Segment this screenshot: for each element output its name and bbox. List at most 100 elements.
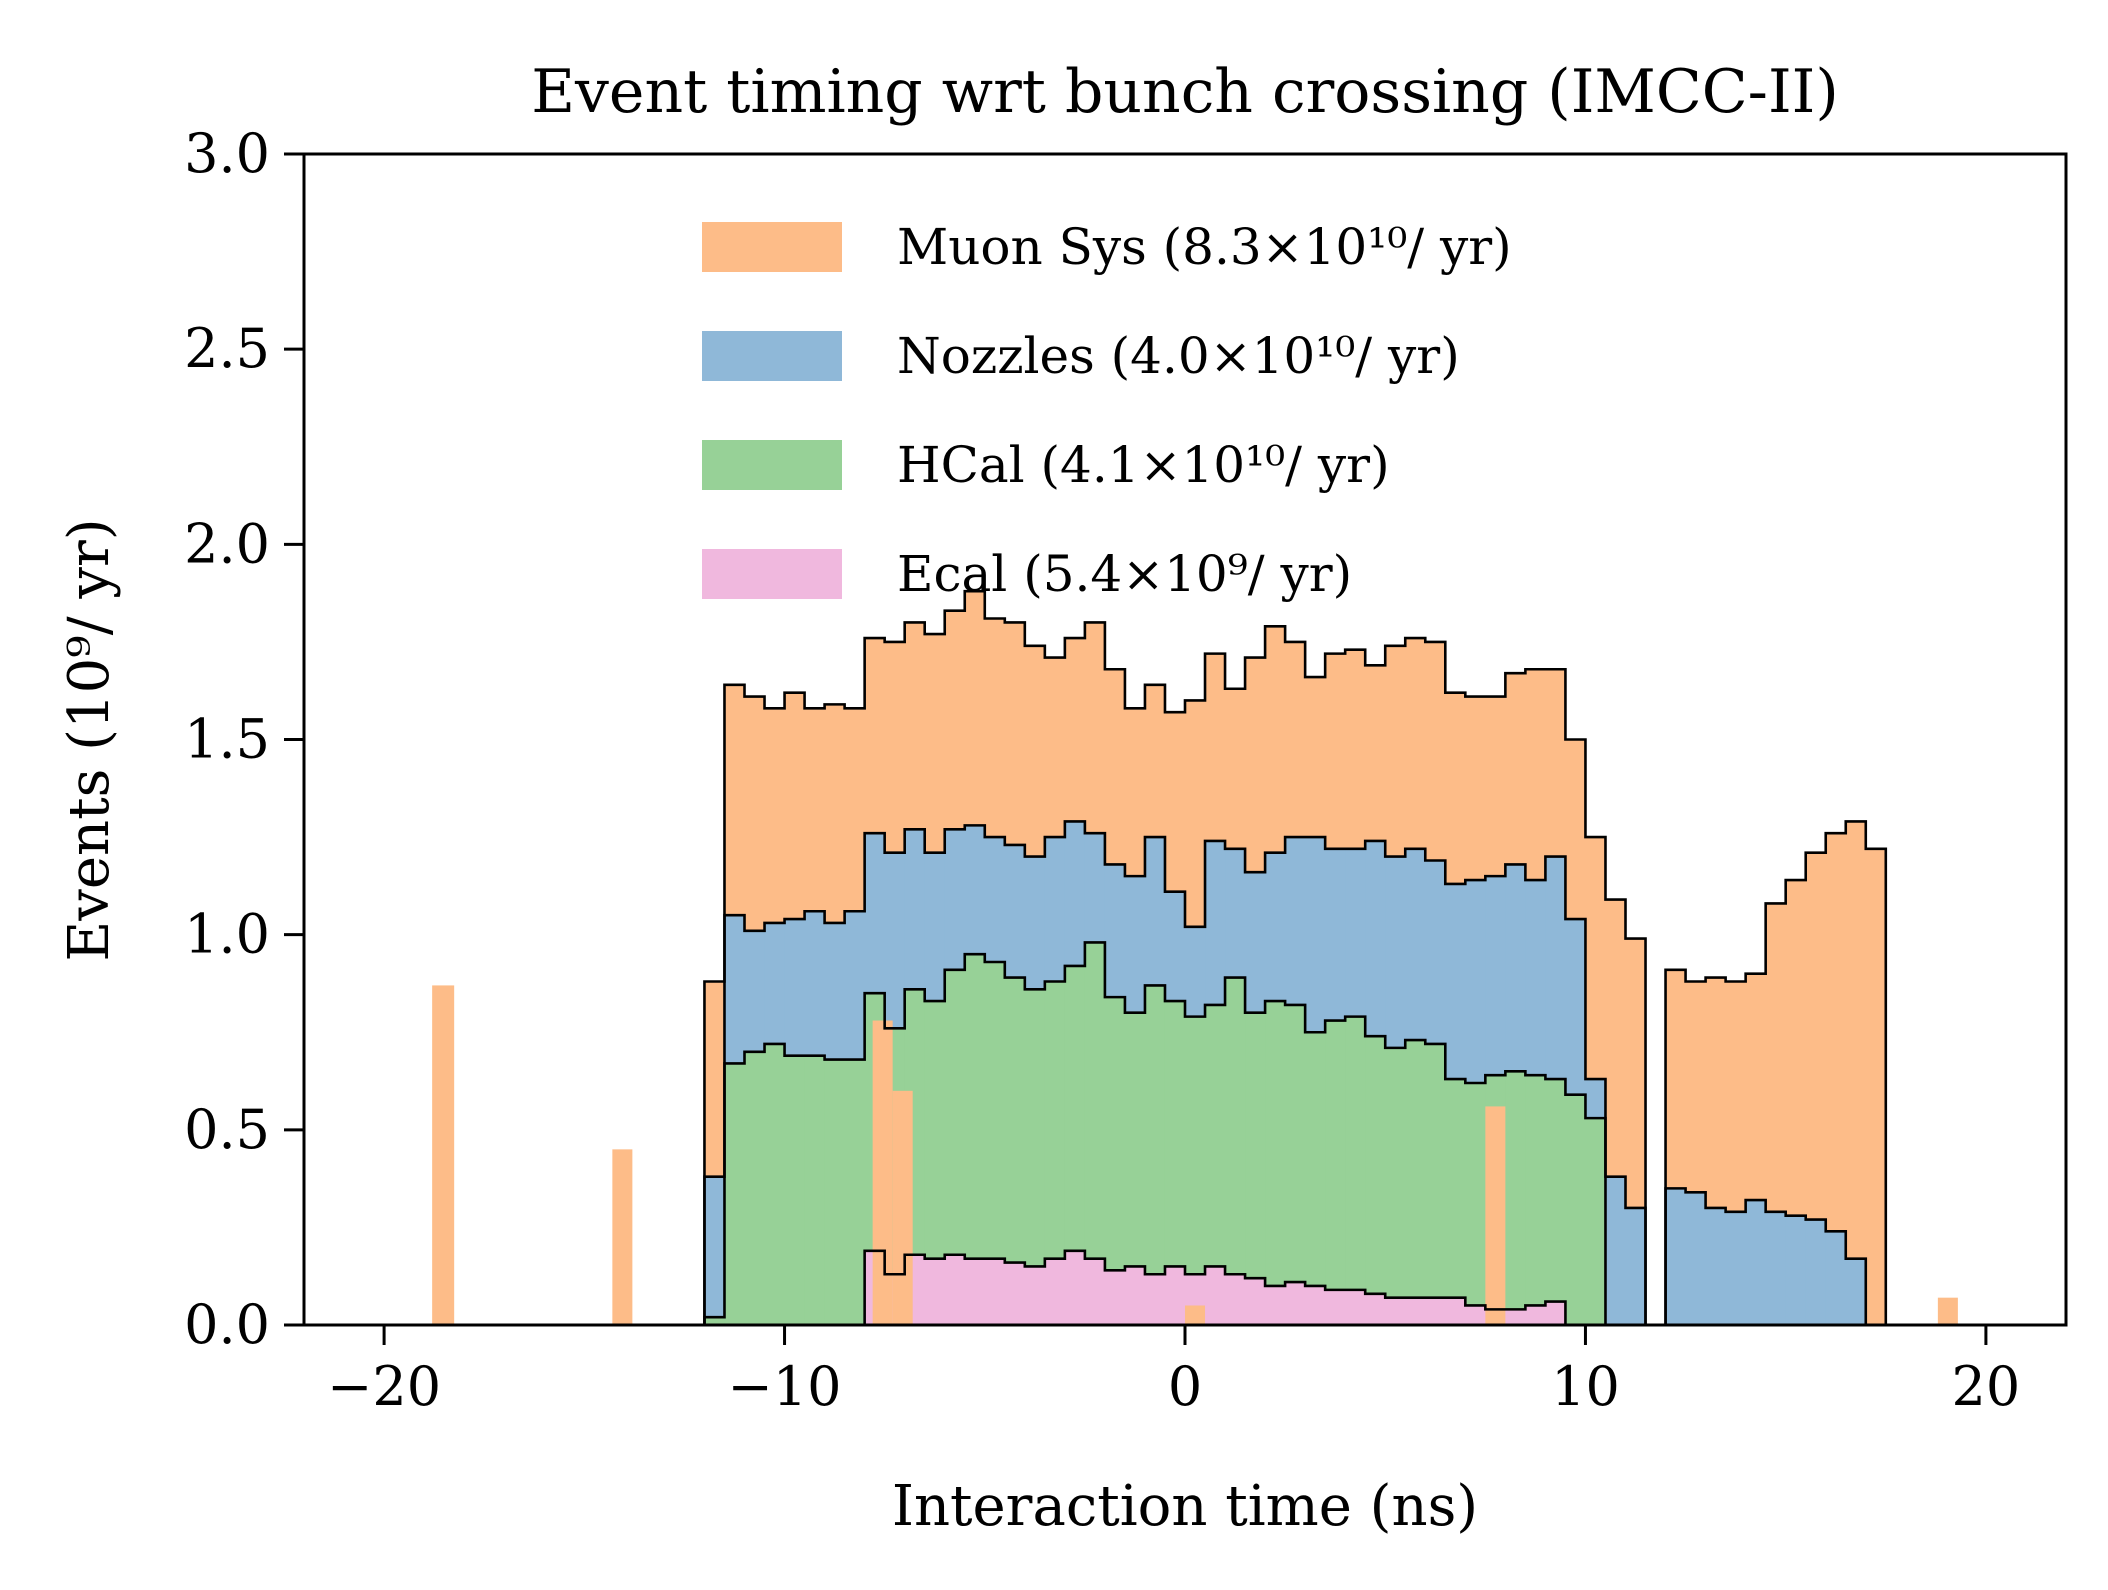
bar-hcal [704, 1317, 726, 1325]
bar-muon [864, 638, 886, 834]
bar-ecal [1024, 1266, 1046, 1325]
bar-nozzles [1505, 864, 1526, 1072]
bar-nozzles [1525, 880, 1547, 1076]
bar-nozzles [1805, 1219, 1827, 1325]
bar-nozzles [1044, 837, 1066, 982]
y-tick-label: 2.0 [184, 512, 270, 575]
bar-hcal [1285, 1004, 1306, 1283]
bar-nozzles [1024, 856, 1046, 990]
bar-hcal [1185, 1016, 1206, 1275]
bar-muon [1745, 973, 1767, 1201]
bar-muon [904, 622, 926, 830]
histogram-bars [384, 589, 1986, 1327]
bar-muon [824, 704, 846, 923]
bar-nozzles [1004, 844, 1026, 978]
x-tick-label: 10 [1551, 1355, 1620, 1418]
bar-edge [612, 1149, 633, 1325]
bar-muon [1785, 880, 1807, 1216]
bar-muon [1084, 622, 1106, 834]
bar-nozzles [1124, 876, 1146, 1013]
step-outline [384, 941, 1986, 1327]
bar-ecal [1465, 1305, 1486, 1325]
legend-label: Ecal (5.4×10⁹/ yr) [897, 545, 1352, 603]
legend-label: Nozzles (4.0×10¹⁰/ yr) [897, 327, 1460, 385]
bar-muon [884, 641, 906, 853]
bar-nozzles [1845, 1258, 1867, 1325]
bar-nozzles [1084, 833, 1106, 943]
step-outline [384, 589, 1986, 1327]
series-hcal [704, 942, 1607, 1325]
bar-muon [724, 684, 746, 916]
bar-nozzles [1585, 1079, 1607, 1119]
bar-nozzles [1685, 1192, 1707, 1325]
bar-muon [1345, 649, 1366, 849]
y-tick-label: 1.5 [184, 708, 270, 771]
bar-hcal [1225, 977, 1246, 1275]
bar-ecal [964, 1258, 986, 1325]
y-tick-label: 0.5 [184, 1098, 270, 1161]
bar-muon [764, 708, 786, 923]
bar-ecal [1004, 1262, 1026, 1325]
bar-nozzles [1465, 880, 1486, 1083]
bar-hcal [1124, 1012, 1146, 1267]
bar-muon [1285, 641, 1306, 838]
bar-nozzles [944, 829, 966, 970]
bar-nozzles [1205, 840, 1226, 1005]
bar-nozzles [1225, 848, 1246, 978]
bar-hcal [844, 1059, 866, 1325]
bar-ecal [1164, 1266, 1186, 1325]
bar-muon [964, 591, 986, 826]
bar-muon [1625, 938, 1647, 1208]
series-muon [704, 591, 1887, 1325]
bar-muon [944, 610, 966, 830]
bar-hcal [1425, 1043, 1446, 1298]
bar-hcal [1265, 1001, 1286, 1286]
bar-nozzles [744, 930, 766, 1052]
bar-hcal [1405, 1040, 1426, 1298]
bar-nozzles [1325, 848, 1346, 1021]
bar-muon [1805, 852, 1827, 1220]
bar-hcal [1365, 1036, 1386, 1294]
legend: Muon Sys (8.3×10¹⁰/ yr) Nozzles (4.0×10¹⁰… [702, 218, 1512, 603]
bar-muon [1305, 677, 1326, 838]
x-tick-label: −20 [327, 1355, 441, 1418]
bar-muon [1605, 899, 1627, 1177]
bar-ecal [1405, 1297, 1426, 1325]
bar-muon [1225, 688, 1246, 849]
bar-ecal [1525, 1305, 1547, 1325]
bar-nozzles [844, 911, 866, 1060]
bar-hcal [1064, 965, 1086, 1251]
bar-hcal [1024, 989, 1046, 1267]
bar-nozzles [1765, 1211, 1787, 1325]
bar-ecal [1124, 1266, 1146, 1325]
bar-nozzles [1785, 1215, 1807, 1325]
bar-muon [844, 708, 866, 912]
bar-hcal [804, 1055, 826, 1325]
bar-muon [1405, 638, 1426, 849]
legend-swatch [702, 222, 842, 272]
bar-muon [744, 696, 766, 931]
bar-hcal [1325, 1020, 1346, 1290]
legend-label: HCal (4.1×10¹⁰/ yr) [897, 436, 1390, 494]
bar-ecal [1144, 1274, 1166, 1325]
bar-edge [1185, 1305, 1206, 1325]
bar-hcal [1004, 977, 1026, 1263]
bar-muon [1705, 977, 1727, 1208]
legend-label: Muon Sys (8.3×10¹⁰/ yr) [897, 218, 1512, 276]
bar-nozzles [1305, 837, 1326, 1033]
bar-ecal [1545, 1301, 1567, 1325]
bar-nozzles [1365, 840, 1386, 1037]
bar-ecal [1305, 1285, 1326, 1325]
bar-muon [1425, 641, 1446, 861]
bar-nozzles [924, 852, 946, 1002]
y-tick-label: 2.5 [184, 317, 270, 380]
bar-nozzles [1285, 837, 1306, 1005]
bar-nozzles [1164, 891, 1186, 1002]
bar-nozzles [1445, 883, 1466, 1080]
bar-muon [924, 634, 946, 853]
bar-muon [1825, 833, 1847, 1232]
bar-hcal [1205, 1004, 1226, 1267]
bar-nozzles [1745, 1200, 1767, 1325]
y-tick-label: 0.0 [184, 1293, 270, 1356]
